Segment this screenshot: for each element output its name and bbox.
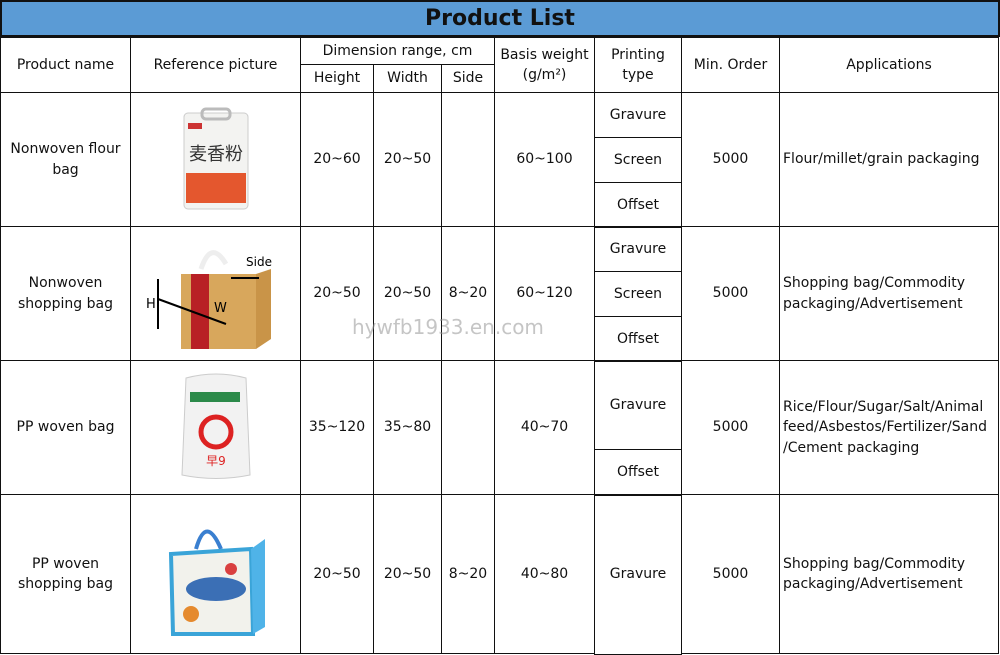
printing-type: Screen [594, 137, 682, 183]
basis-unit: (g/m²) [522, 67, 567, 83]
printing-type: Gravure [594, 360, 682, 450]
header-dimension: Dimension range, cm [300, 37, 495, 65]
applications-value: Rice/Flour/Sugar/Salt/Animal feed/Asbest… [779, 360, 999, 495]
printing-type: Offset [594, 182, 682, 228]
min-order-value: 5000 [681, 92, 780, 227]
nonwoven-bag-image: H W Side [146, 249, 272, 349]
basis-weight-value: 60~100 [494, 92, 595, 227]
height-value: 20~60 [300, 92, 374, 227]
side-value [441, 360, 495, 495]
basis-weight-value: 60~120 [494, 226, 595, 361]
min-order-value: 5000 [681, 226, 780, 361]
pp-shopping-bag-image [168, 529, 265, 636]
applications-value: Shopping bag/Commodity packaging/Adverti… [779, 494, 999, 654]
side-value: 8~20 [441, 226, 495, 361]
min-order-value: 5000 [681, 360, 780, 495]
printing-type: Screen [594, 271, 682, 317]
header-width: Width [373, 64, 442, 93]
header-product-name: Product name [0, 37, 131, 93]
table-title: Product List [0, 0, 1000, 37]
pp-woven-bag-image: 早9 [180, 373, 251, 479]
height-value: 35~120 [300, 360, 374, 495]
applications-value: Shopping bag/Commodity packaging/Adverti… [779, 226, 999, 361]
svg-text:Side: Side [246, 255, 272, 269]
printing-type: Offset [594, 449, 682, 496]
side-value [441, 92, 495, 227]
product-name: Nonwoven flour bag [0, 92, 131, 227]
min-order-value: 5000 [681, 494, 780, 654]
width-value: 20~50 [373, 92, 442, 227]
printing-type: Gravure [594, 92, 682, 138]
header-min-order: Min. Order [681, 37, 780, 93]
header-applications: Applications [779, 37, 999, 93]
height-value: 20~50 [300, 494, 374, 654]
svg-text:早9: 早9 [206, 454, 226, 468]
width-value: 20~50 [373, 226, 442, 361]
side-value: 8~20 [441, 494, 495, 654]
product-name: Nonwoven shopping bag [0, 226, 131, 361]
width-value: 35~80 [373, 360, 442, 495]
basis-weight-value: 40~80 [494, 494, 595, 654]
svg-text:H: H [146, 297, 156, 312]
header-height: Height [300, 64, 374, 93]
printing-type: Offset [594, 316, 682, 362]
product-name: PP woven shopping bag [0, 494, 131, 654]
header-reference-picture: Reference picture [130, 37, 301, 93]
flour-bag-image: 麦香粉 [183, 107, 248, 209]
header-printing-type: Printing type [594, 37, 682, 93]
header-basis-weight: Basis weight (g/m²) [494, 37, 595, 93]
basis-weight-value: 40~70 [494, 360, 595, 495]
width-value: 20~50 [373, 494, 442, 654]
svg-text:麦香粉: 麦香粉 [189, 144, 243, 165]
header-side: Side [441, 64, 495, 93]
printing-type: Gravure [594, 226, 682, 272]
height-value: 20~50 [300, 226, 374, 361]
reference-picture [130, 494, 301, 654]
reference-picture: 麦香粉 [130, 92, 301, 227]
applications-value: Flour/millet/grain packaging [779, 92, 999, 227]
printing-type: Gravure [594, 494, 682, 655]
product-name: PP woven bag [0, 360, 131, 495]
reference-picture: 早9 [130, 360, 301, 495]
reference-picture: H W Side [130, 226, 301, 361]
svg-text:W: W [214, 301, 227, 316]
basis-label: Basis weight [500, 46, 589, 63]
